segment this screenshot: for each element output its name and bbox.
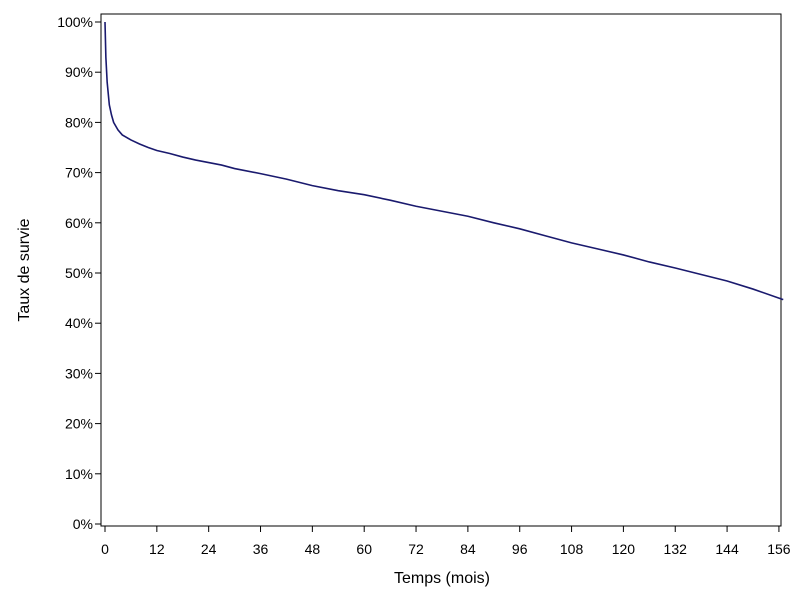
y-tick-label: 30%: [65, 365, 93, 381]
x-axis-title: Temps (mois): [394, 570, 490, 587]
y-tick-label: 20%: [65, 416, 93, 432]
y-tick-label: 40%: [65, 315, 93, 331]
x-tick-label: 144: [715, 541, 739, 557]
y-axis-ticks: 0% 10% 20% 30% 40% 50% 60% 70% 80% 90% 100%: [57, 14, 101, 532]
x-tick-label: 156: [767, 541, 791, 557]
y-tick-label: 10%: [65, 466, 93, 482]
x-tick-label: 120: [612, 541, 636, 557]
x-tick-label: 48: [305, 541, 321, 557]
y-tick-label: 50%: [65, 265, 93, 281]
x-tick-label: 60: [356, 541, 372, 557]
y-tick-label: 100%: [57, 14, 93, 30]
y-tick-label: 80%: [65, 114, 93, 130]
y-tick-label: 0%: [73, 516, 93, 532]
x-tick-label: 36: [253, 541, 269, 557]
y-tick-label: 90%: [65, 64, 93, 80]
x-tick-label: 12: [149, 541, 165, 557]
plot-frame: [100, 13, 782, 527]
y-axis-title: Taux de survie: [16, 218, 33, 321]
survival-curve: [104, 21, 784, 301]
x-axis-ticks: 0 12 24 36 48 60 72 84 96 108 120 132 144 156: [101, 526, 791, 557]
x-tick-label: 108: [560, 541, 584, 557]
x-tick-label: 96: [512, 541, 528, 557]
x-tick-label: 132: [664, 541, 688, 557]
x-tick-label: 24: [201, 541, 217, 557]
x-tick-label: 84: [460, 541, 476, 557]
y-tick-label: 70%: [65, 165, 93, 181]
y-tick-label: 60%: [65, 215, 93, 231]
x-tick-label: 0: [101, 541, 109, 557]
x-tick-label: 72: [408, 541, 424, 557]
